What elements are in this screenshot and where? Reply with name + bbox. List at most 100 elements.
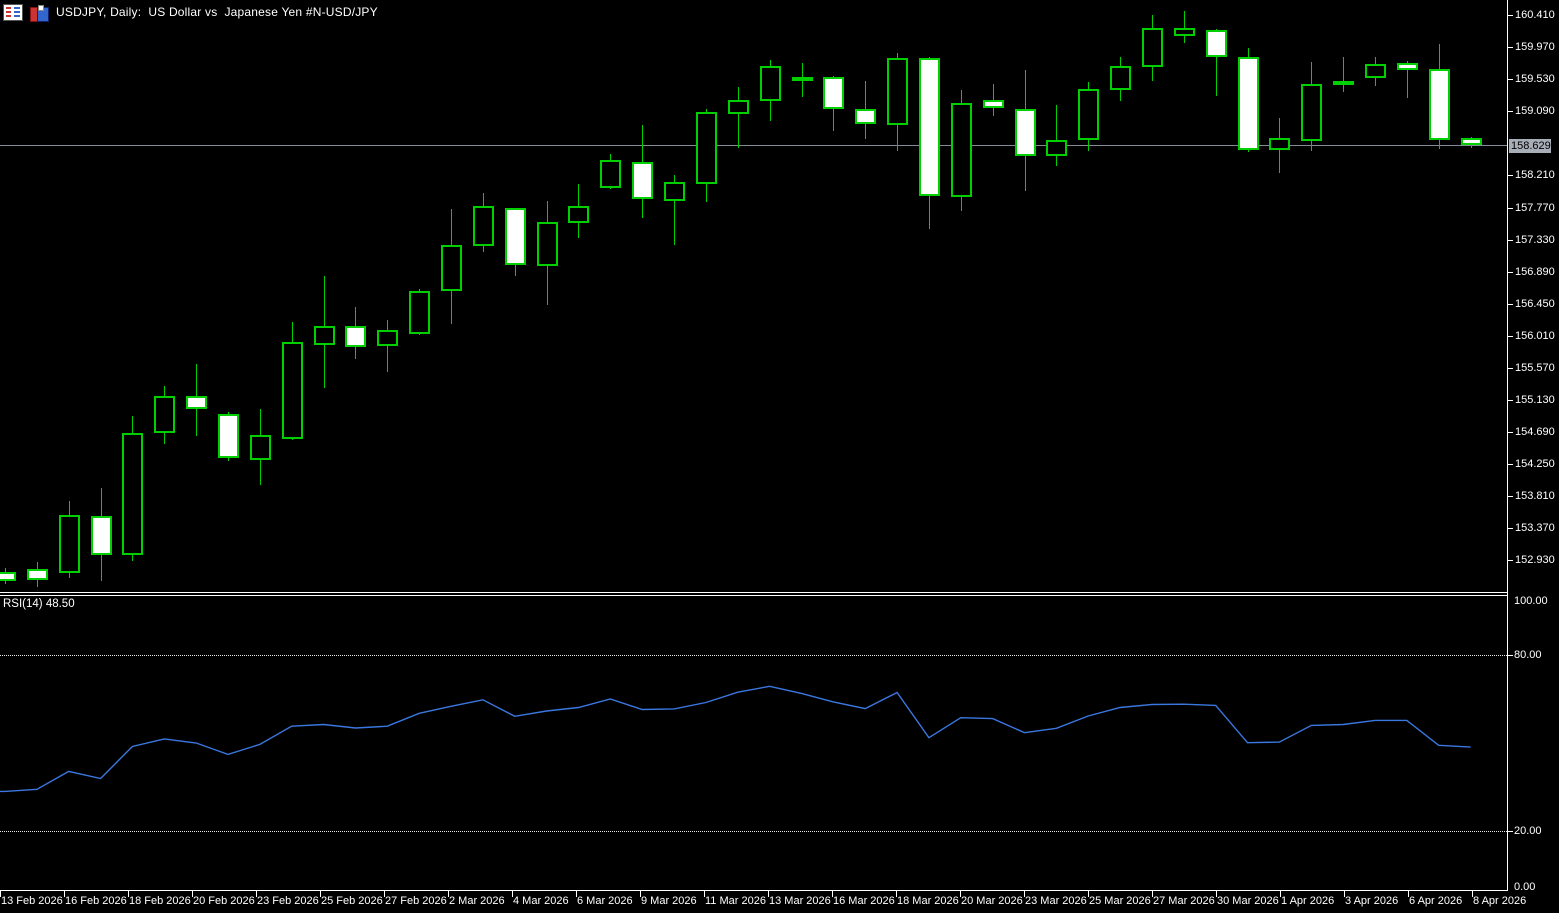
rsi-indicator-label: RSI(14) 48.50 — [3, 598, 75, 610]
candle-body — [1333, 81, 1354, 86]
rsi-pane[interactable]: RSI(14) 48.50 — [0, 595, 1507, 890]
candle-body — [473, 206, 494, 247]
price-axis-line — [1507, 0, 1508, 891]
price-axis-tick — [1507, 208, 1513, 209]
candle-body — [409, 291, 430, 335]
candle-body — [728, 100, 749, 115]
candle-body — [792, 77, 813, 82]
time-axis-tick — [384, 890, 385, 897]
rsi-axis-tick — [1507, 655, 1513, 656]
price-axis-label: 152.930 — [1515, 554, 1555, 566]
date-label: 30 Mar 2026 — [1217, 895, 1279, 907]
candle-body — [1015, 109, 1036, 156]
market-watch-icon — [3, 3, 23, 21]
price-axis-label: 155.130 — [1515, 394, 1555, 406]
price-axis-label: 157.330 — [1515, 234, 1555, 246]
candle-wick — [1056, 104, 1057, 166]
candle-body — [760, 66, 781, 102]
candle-body — [27, 569, 48, 581]
price-axis-label: 156.010 — [1515, 330, 1555, 342]
time-axis-tick — [1472, 890, 1473, 897]
price-chart-pane[interactable] — [0, 0, 1507, 592]
candle-wick — [674, 174, 675, 245]
date-label: 11 Mar 2026 — [705, 895, 766, 907]
date-label: 20 Mar 2026 — [961, 895, 1023, 907]
time-axis-tick — [192, 890, 193, 897]
date-label: 1 Apr 2026 — [1281, 895, 1335, 907]
rsi-level-20-line — [0, 831, 1507, 832]
time-axis-tick — [320, 890, 321, 897]
time-axis-tick — [896, 890, 897, 897]
rsi-line — [0, 685, 1471, 793]
time-axis-tick — [1280, 890, 1281, 897]
candle-body — [1206, 29, 1227, 58]
candle-body — [186, 396, 207, 410]
candle-body — [218, 413, 239, 459]
rsi-axis-label: 100.00 — [1514, 595, 1548, 607]
time-axis-tick — [128, 890, 129, 897]
price-axis-tick — [1507, 336, 1513, 337]
chart-window-icon — [30, 4, 49, 22]
current-price-label: 158.629 — [1509, 139, 1551, 153]
date-label: 4 Mar 2026 — [513, 895, 569, 907]
price-axis-tick — [1507, 240, 1513, 241]
candle-body — [951, 102, 972, 197]
date-label: 3 Apr 2026 — [1345, 895, 1399, 907]
candle-body — [1142, 28, 1163, 68]
pane-separator-bottom — [0, 595, 1507, 596]
date-label: 16 Mar 2026 — [833, 895, 895, 907]
price-axis-tick — [1507, 111, 1513, 112]
time-axis-tick — [256, 890, 257, 897]
candle-body — [1238, 57, 1259, 150]
candle-body — [568, 206, 589, 223]
time-axis-tick — [1088, 890, 1089, 897]
candle-body — [855, 109, 876, 125]
time-axis-tick — [64, 890, 65, 897]
current-price-line — [0, 145, 1507, 146]
time-axis-tick — [1152, 890, 1153, 897]
candle-body — [1461, 138, 1482, 145]
candle-body — [1269, 138, 1290, 150]
candle-body — [377, 330, 398, 346]
candle-body — [505, 208, 526, 266]
date-label: 16 Feb 2026 — [65, 895, 127, 907]
time-axis-tick — [768, 890, 769, 897]
candle-body — [632, 161, 653, 199]
candle-wick — [387, 319, 388, 373]
price-axis-label: 159.090 — [1515, 105, 1555, 117]
price-axis-label: 154.690 — [1515, 426, 1555, 438]
price-axis-label: 155.570 — [1515, 362, 1555, 374]
candle-wick — [1407, 61, 1408, 98]
candle-body — [441, 244, 462, 292]
price-axis-label: 153.810 — [1515, 490, 1555, 502]
date-label: 2 Mar 2026 — [449, 895, 505, 907]
price-axis-tick — [1507, 496, 1513, 497]
candle-body — [537, 222, 558, 266]
time-axis-tick — [640, 890, 641, 897]
price-axis-tick — [1507, 79, 1513, 80]
time-axis-tick — [512, 890, 513, 897]
date-label: 20 Feb 2026 — [193, 895, 255, 907]
time-axis-tick — [1408, 890, 1409, 897]
candle-body — [1429, 69, 1450, 140]
time-axis-tick — [960, 890, 961, 897]
candle-body — [664, 182, 685, 201]
price-axis-label: 159.970 — [1515, 41, 1555, 53]
date-label: 8 Apr 2026 — [1473, 895, 1527, 907]
date-label: 27 Feb 2026 — [385, 895, 447, 907]
candle-body — [1365, 63, 1386, 79]
date-label: 25 Feb 2026 — [321, 895, 383, 907]
time-axis-tick — [1344, 890, 1345, 897]
candle-body — [250, 435, 271, 460]
date-label: 6 Mar 2026 — [577, 895, 633, 907]
candle-body — [122, 432, 143, 556]
date-label: 18 Mar 2026 — [897, 895, 959, 907]
price-axis-label: 156.890 — [1515, 266, 1555, 278]
price-axis-label: 154.250 — [1515, 458, 1555, 470]
rsi-axis-tick — [1507, 831, 1513, 832]
candle-wick — [1343, 56, 1344, 93]
candle-wick — [1216, 28, 1217, 96]
candle-body — [1078, 89, 1099, 140]
candle-body — [1110, 66, 1131, 91]
candle-body — [0, 572, 16, 581]
